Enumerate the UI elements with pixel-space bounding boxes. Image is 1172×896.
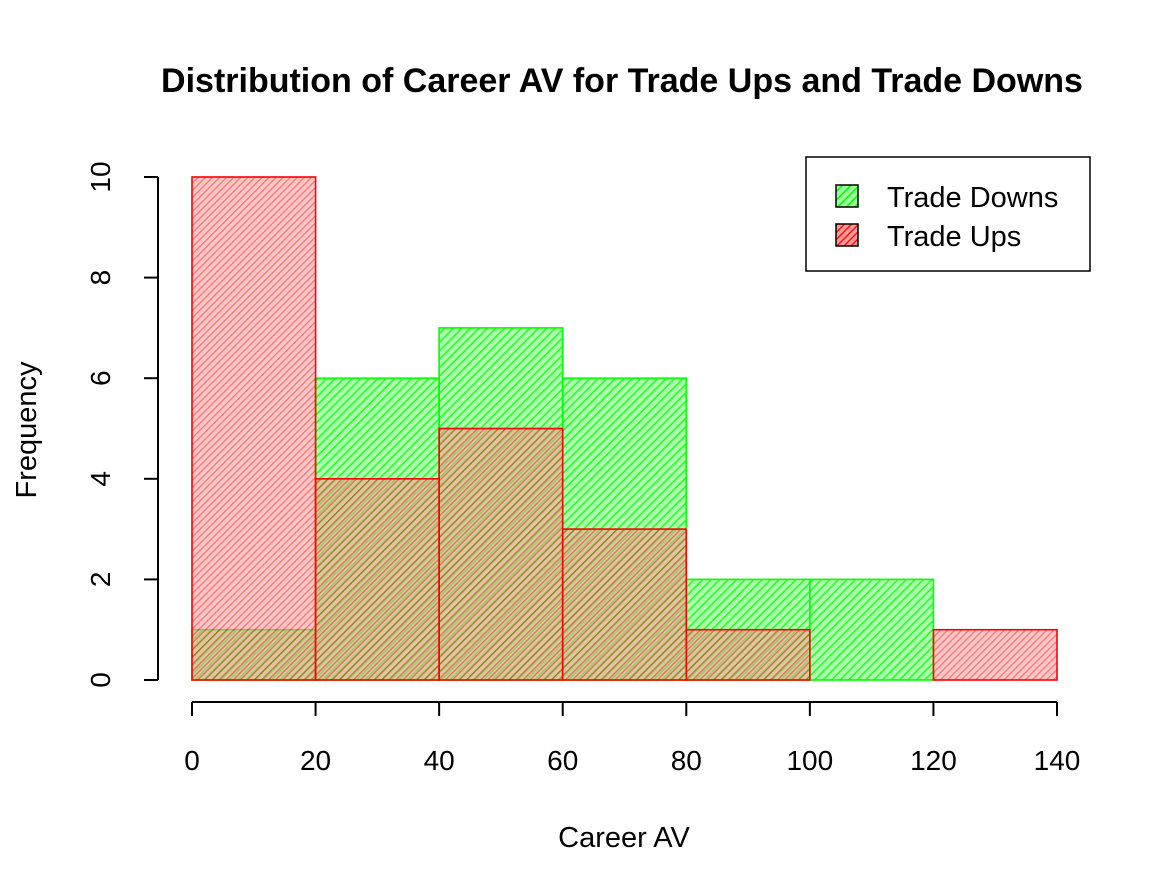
legend-swatch-trade-ups xyxy=(835,223,859,247)
x-tick-label: 100 xyxy=(786,745,833,776)
chart-title: Distribution of Career AV for Trade Ups … xyxy=(161,62,1083,100)
x-tick-label: 60 xyxy=(547,745,578,776)
y-axis-label: Frequency xyxy=(11,361,43,499)
bar-trade-downs-100-120 xyxy=(809,578,935,681)
y-tick-label: 6 xyxy=(85,370,116,386)
x-axis-label: Career AV xyxy=(558,822,690,854)
y-tick-label: 10 xyxy=(85,161,116,192)
x-tick-label: 40 xyxy=(424,745,455,776)
bar-trade-ups-80-100 xyxy=(685,628,811,681)
x-tick-label: 80 xyxy=(671,745,702,776)
bar-trade-ups-0-20 xyxy=(191,176,317,681)
y-tick-label: 4 xyxy=(85,471,116,487)
x-tick-label: 20 xyxy=(300,745,331,776)
legend-box xyxy=(805,156,1091,272)
x-tick-label: 120 xyxy=(910,745,957,776)
bar-trade-ups-60-80 xyxy=(561,528,688,681)
y-tick-label: 2 xyxy=(85,572,116,588)
x-axis: 0 20 40 60 80 100 120 140 xyxy=(184,701,1081,776)
bar-trade-ups-40-60 xyxy=(438,427,564,681)
legend-swatch-trade-downs xyxy=(835,184,859,208)
bar-trade-ups-120-140 xyxy=(932,628,1058,681)
legend-label-trade-ups: Trade Ups xyxy=(887,221,1021,253)
bars-layer xyxy=(191,176,1058,681)
x-tick-label: 140 xyxy=(1034,745,1081,776)
x-tick-label: 0 xyxy=(184,745,200,776)
bar-trade-ups-20-40 xyxy=(314,477,440,681)
y-tick-label: 8 xyxy=(85,270,116,286)
legend: Trade Downs Trade Ups xyxy=(805,156,1091,272)
legend-label-trade-downs: Trade Downs xyxy=(887,182,1058,214)
y-tick-label: 0 xyxy=(85,672,116,688)
y-axis: 0 2 4 6 8 10 xyxy=(85,161,159,688)
